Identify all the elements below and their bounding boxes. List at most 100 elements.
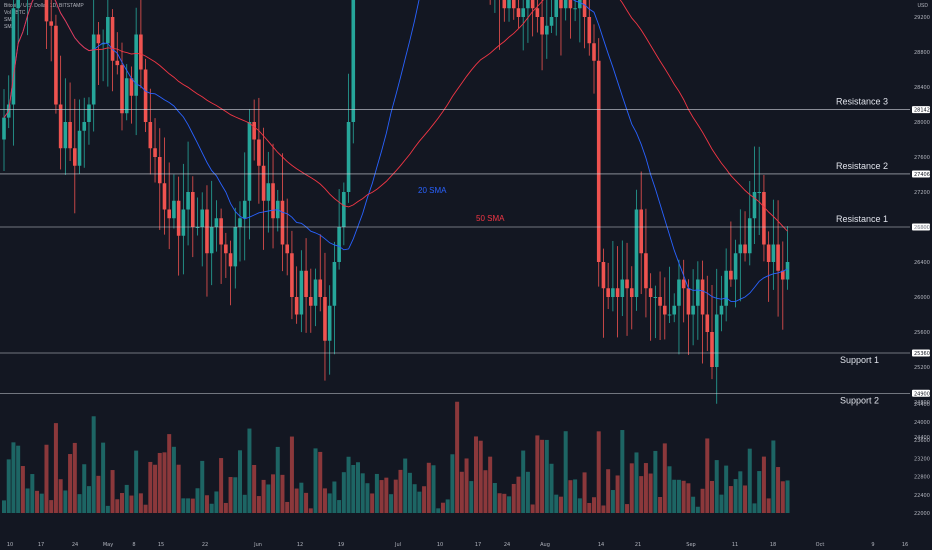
volume-bar: [68, 454, 73, 513]
volume-bar: [521, 450, 526, 513]
candle-body: [242, 200, 247, 219]
volume-bar: [662, 443, 667, 513]
volume-bar: [143, 504, 148, 513]
volume-bar: [115, 499, 120, 513]
volume-bar: [695, 506, 700, 513]
candle-body: [49, 21, 53, 26]
volume-bar: [629, 463, 634, 513]
time-tick-label: 24: [72, 542, 78, 548]
volume-bar: [96, 475, 101, 513]
candle-body: [54, 25, 58, 105]
time-tick-label: May: [103, 542, 113, 548]
candle-body: [582, 0, 587, 17]
candle-body: [139, 34, 143, 70]
volume-bar: [393, 479, 398, 513]
volume-bar: [771, 440, 776, 513]
volume-bar: [39, 493, 44, 513]
time-tick-label: 17: [38, 542, 44, 548]
price-tick-label: 25600: [914, 330, 930, 336]
time-tick-label: Jun: [253, 542, 262, 548]
volume-bar: [252, 464, 257, 513]
volume-bar: [162, 452, 167, 513]
volume-bar: [63, 490, 68, 513]
candle-body: [313, 279, 318, 306]
candle-body: [58, 104, 63, 149]
volume-bar: [474, 436, 478, 513]
candle-body: [318, 279, 323, 297]
volume-bar: [507, 496, 512, 513]
sma-20-label: 20 SMA: [418, 186, 447, 195]
volume-bar: [752, 503, 757, 513]
time-tick-label: 22: [202, 542, 208, 548]
level-label: Resistance 2: [836, 161, 888, 171]
volume-bar: [615, 475, 620, 513]
volume-bar: [356, 462, 360, 513]
candle-body: [63, 122, 68, 149]
volume-bar: [606, 469, 611, 513]
level-price-tag: [912, 106, 930, 114]
volume-bar: [639, 476, 644, 513]
candle-body: [705, 314, 710, 332]
price-tick-label: 26000: [914, 295, 930, 301]
candle-body: [710, 332, 714, 367]
candle-body: [191, 192, 195, 227]
candle-body: [752, 192, 757, 219]
volume-bar: [209, 503, 214, 513]
candle-body: [252, 122, 256, 140]
volume-bar: [138, 493, 143, 513]
sma-50-label: 50 SMA: [476, 214, 505, 223]
candle-body: [233, 227, 238, 267]
level-price-tag-text: 25360: [914, 351, 930, 357]
volume-bar: [275, 446, 280, 513]
volume-bar: [719, 494, 724, 513]
level-label: Resistance 3: [836, 97, 888, 107]
volume-bar: [516, 476, 521, 513]
candle-body: [11, 8, 16, 105]
candle-body: [568, 0, 573, 9]
candle-body: [285, 244, 289, 254]
candle-body: [578, 0, 582, 9]
volume-bar: [313, 448, 318, 513]
level-price-tag-text: 28142: [914, 108, 930, 114]
sma-20-line: [3, 0, 788, 302]
candle-body: [691, 305, 695, 315]
volume-bar: [488, 456, 493, 513]
candle-body: [526, 0, 530, 9]
candle-body: [535, 8, 540, 17]
candle-body: [16, 0, 20, 9]
volume-bar: [478, 440, 483, 513]
price-tick-label: 26800: [914, 225, 930, 231]
candle-body: [653, 297, 658, 298]
candle-body: [648, 288, 653, 297]
volume-bar: [540, 439, 545, 513]
candle-body: [516, 8, 521, 17]
price-tick-label: 27200: [914, 190, 930, 196]
volume-bar: [238, 450, 242, 513]
candle-body: [762, 192, 766, 245]
candle-body: [304, 270, 308, 297]
time-tick-label: 14: [598, 542, 604, 548]
candle-body: [587, 17, 592, 44]
time-tick-label: 10: [437, 542, 443, 548]
volume-bar: [582, 472, 587, 513]
volume-bar: [370, 493, 375, 513]
candle-body: [148, 122, 153, 149]
candle-body: [129, 78, 134, 96]
level-price-tag-text: 24900: [914, 391, 930, 397]
volume-bar: [658, 496, 663, 513]
volume-bar: [6, 459, 11, 513]
candle-body: [257, 139, 261, 166]
volume-bar: [511, 483, 516, 513]
volume-bar: [271, 474, 276, 513]
volume-tick-label: 23200: [914, 456, 930, 462]
candle-body: [592, 43, 596, 61]
candle-body: [672, 305, 677, 315]
volume-bar: [304, 492, 309, 513]
volume-bar: [389, 494, 394, 513]
candle-body: [549, 17, 554, 26]
volume-bar: [672, 479, 677, 513]
candle-body: [766, 244, 771, 262]
time-tick-label: 15: [158, 542, 164, 548]
candle-body: [724, 270, 728, 306]
